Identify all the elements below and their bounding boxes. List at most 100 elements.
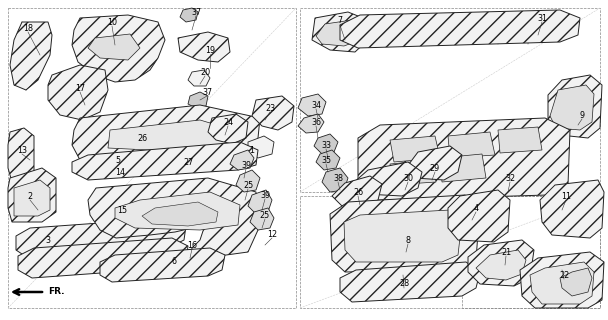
Text: 25: 25 [260, 211, 270, 220]
Polygon shape [72, 142, 258, 180]
Polygon shape [8, 168, 56, 222]
Polygon shape [520, 252, 604, 308]
Text: FR.: FR. [48, 287, 64, 297]
Polygon shape [178, 32, 230, 62]
Text: 11: 11 [561, 191, 571, 201]
Polygon shape [314, 134, 338, 154]
Text: 31: 31 [537, 13, 547, 22]
Text: 23: 23 [265, 103, 275, 113]
Polygon shape [236, 170, 260, 192]
Polygon shape [498, 127, 542, 153]
Polygon shape [72, 105, 260, 168]
Polygon shape [476, 250, 526, 280]
Text: 37: 37 [191, 7, 201, 17]
Text: 26: 26 [353, 188, 363, 196]
Text: 38: 38 [333, 173, 343, 182]
Polygon shape [16, 218, 186, 258]
Text: 36: 36 [311, 117, 321, 126]
Text: 2: 2 [27, 191, 33, 201]
Polygon shape [88, 34, 140, 60]
Polygon shape [448, 190, 510, 242]
Polygon shape [100, 248, 225, 282]
Bar [300, 196, 600, 308]
Text: 21: 21 [501, 247, 511, 257]
Polygon shape [18, 238, 188, 278]
Polygon shape [298, 114, 324, 133]
Text: 19: 19 [205, 45, 215, 54]
Polygon shape [390, 136, 440, 162]
Polygon shape [358, 118, 570, 200]
Polygon shape [188, 70, 210, 86]
Text: 20: 20 [200, 68, 210, 76]
Text: 5: 5 [116, 156, 120, 164]
Polygon shape [390, 160, 436, 185]
Polygon shape [548, 75, 602, 138]
Polygon shape [340, 262, 480, 302]
Text: 34: 34 [311, 100, 321, 109]
Polygon shape [352, 162, 422, 196]
Text: 8: 8 [406, 236, 410, 244]
Polygon shape [14, 180, 50, 216]
Text: 39: 39 [260, 190, 270, 199]
Polygon shape [332, 176, 382, 208]
Polygon shape [312, 12, 370, 52]
Polygon shape [316, 20, 362, 46]
Polygon shape [230, 150, 254, 170]
Polygon shape [252, 96, 294, 130]
Polygon shape [530, 262, 594, 304]
Polygon shape [340, 10, 580, 48]
Text: 7: 7 [337, 15, 342, 25]
Text: 32: 32 [505, 173, 515, 182]
Text: 35: 35 [321, 156, 331, 164]
Polygon shape [108, 120, 240, 152]
Polygon shape [72, 15, 165, 82]
Polygon shape [248, 190, 272, 214]
Polygon shape [48, 65, 108, 120]
Text: 1: 1 [249, 146, 255, 155]
Text: 18: 18 [23, 23, 33, 33]
Text: 10: 10 [107, 18, 117, 27]
Polygon shape [322, 168, 348, 192]
Text: 28: 28 [399, 279, 409, 289]
Text: 13: 13 [17, 146, 27, 155]
Polygon shape [248, 136, 274, 158]
Text: 9: 9 [579, 110, 584, 119]
Polygon shape [440, 154, 486, 182]
Polygon shape [468, 240, 534, 286]
Polygon shape [406, 146, 462, 180]
Bar [462, 196, 600, 308]
Polygon shape [550, 85, 594, 130]
Bar [300, 8, 600, 192]
Text: 37: 37 [202, 87, 212, 97]
Text: 33: 33 [321, 140, 331, 149]
Text: 25: 25 [243, 180, 253, 189]
Text: 24: 24 [223, 117, 233, 126]
Polygon shape [250, 208, 274, 230]
Text: 27: 27 [183, 157, 193, 166]
Polygon shape [330, 195, 480, 272]
Text: 3: 3 [46, 236, 50, 244]
Text: 16: 16 [187, 241, 197, 250]
Polygon shape [208, 114, 248, 144]
Text: 17: 17 [75, 84, 85, 92]
Text: 39: 39 [241, 161, 251, 170]
Text: 22: 22 [559, 270, 569, 279]
Polygon shape [316, 150, 340, 170]
Polygon shape [180, 8, 198, 22]
Text: 29: 29 [430, 164, 440, 172]
Bar [8, 8, 296, 308]
Polygon shape [540, 180, 604, 238]
Polygon shape [88, 178, 258, 260]
Text: 12: 12 [267, 229, 277, 238]
Polygon shape [142, 202, 218, 226]
Polygon shape [8, 128, 34, 182]
Text: 4: 4 [474, 204, 478, 212]
Polygon shape [298, 94, 326, 116]
Text: 30: 30 [403, 173, 413, 182]
Text: 15: 15 [117, 205, 127, 214]
Text: 14: 14 [115, 167, 125, 177]
Text: 26: 26 [137, 133, 147, 142]
Polygon shape [10, 22, 52, 90]
Polygon shape [448, 132, 495, 158]
Polygon shape [188, 92, 208, 108]
